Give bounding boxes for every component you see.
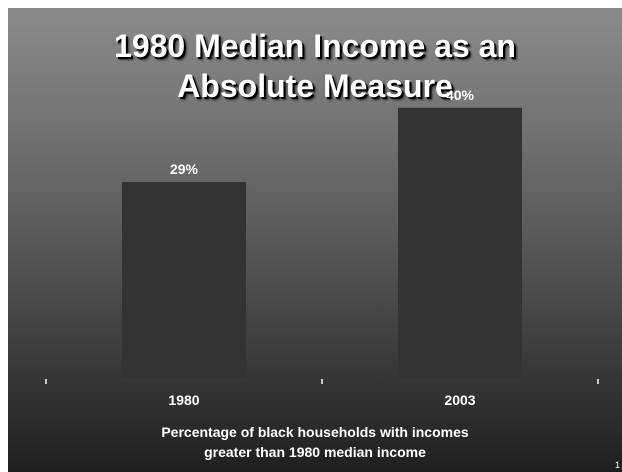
chart-title-line-1: 1980 Median Income as an [114, 28, 516, 64]
chart-caption: Percentage of black households with inco… [8, 422, 622, 462]
chart-caption-line-1: Percentage of black households with inco… [161, 424, 469, 440]
x-tick-label-1980: 1980 [168, 392, 199, 408]
bar-1980 [122, 182, 246, 378]
chart-title-line-2: Absolute Measure [177, 68, 453, 104]
bar-chart: 29% 1980 40% 2003 [45, 87, 599, 408]
chart-title: 1980 Median Income as an Absolute Measur… [8, 26, 622, 106]
chart-caption-line-2: greater than 1980 median income [204, 444, 426, 460]
x-tick-label-2003: 2003 [444, 392, 475, 408]
page-number: 1 [614, 460, 620, 470]
data-label-1980: 29% [170, 161, 199, 177]
bar-2003 [398, 107, 522, 379]
slide: 1980 Median Income as an Absolute Measur… [8, 8, 622, 472]
data-label-2003: 40% [446, 87, 475, 103]
